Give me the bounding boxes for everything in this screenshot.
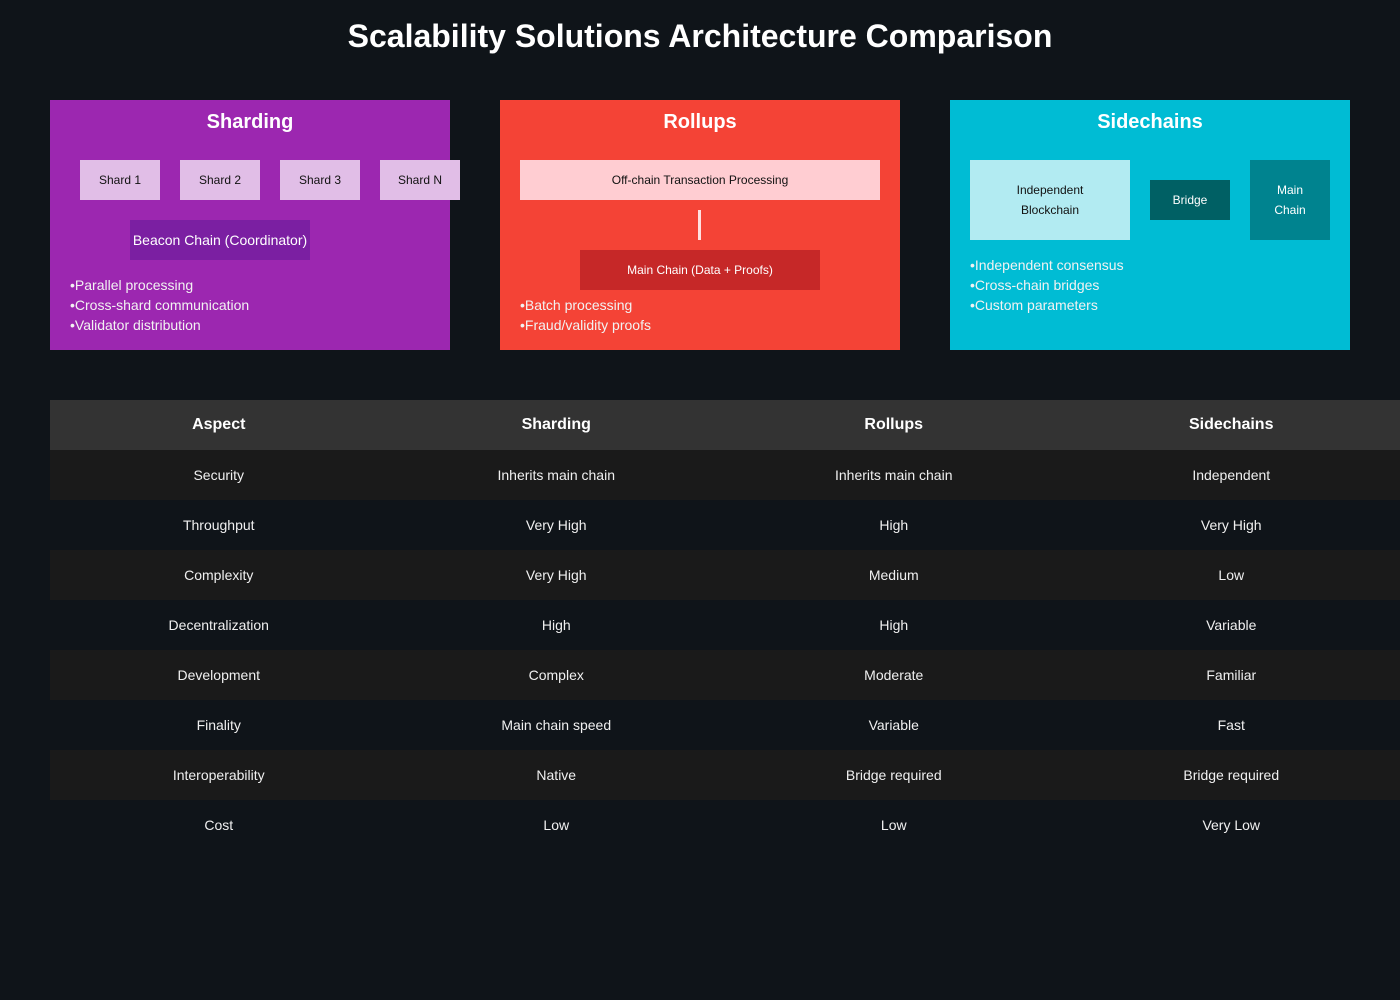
independent-blockchain-box: Independent Blockchain	[970, 160, 1130, 240]
sidechains-title: Sidechains	[1097, 111, 1203, 133]
table-cell: High	[725, 600, 1063, 650]
table-cell: Cost	[50, 800, 388, 850]
box-label-line: Chain	[1274, 203, 1306, 217]
table-cell: Development	[50, 650, 388, 700]
table-row: Complexity Very High Medium Low	[50, 550, 1400, 600]
bullet-item: Validator distribution	[70, 315, 249, 335]
main-chain-box: Main Chain (Data + Proofs)	[580, 250, 820, 290]
bullet-item: Cross-chain bridges	[970, 275, 1124, 295]
table-cell: Fast	[1062, 700, 1400, 750]
table-cell: Inherits main chain	[725, 450, 1063, 500]
rollups-title: Rollups	[663, 111, 737, 133]
column-header: Rollups	[725, 400, 1063, 450]
table-cell: Moderate	[725, 650, 1063, 700]
page-title: Scalability Solutions Architecture Compa…	[347, 18, 1053, 54]
box-label-line: Blockchain	[1020, 203, 1080, 217]
bullet-item: Parallel processing	[70, 275, 249, 295]
shard-box: Shard N	[380, 160, 460, 200]
table-cell: Very High	[387, 550, 725, 600]
table-cell: Complexity	[50, 550, 388, 600]
table-cell: Independent	[1062, 450, 1400, 500]
table-cell: Native	[387, 750, 725, 800]
box-label-line: Independent	[1016, 183, 1084, 197]
shard-box: Shard 1	[80, 160, 160, 200]
sidechains-bullets: Independent consensus Cross-chain bridge…	[970, 255, 1124, 315]
connector-line	[698, 210, 701, 240]
comparison-table: Aspect Sharding Rollups Sidechains Secur…	[50, 400, 1400, 850]
bullet-item: Custom parameters	[970, 295, 1124, 315]
table-cell: Very Low	[1062, 800, 1400, 850]
bullet-item: Fraud/validity proofs	[520, 315, 651, 335]
table-row: Throughput Very High High Very High	[50, 500, 1400, 550]
table-cell: Low	[387, 800, 725, 850]
table-cell: Inherits main chain	[387, 450, 725, 500]
table-cell: Familiar	[1062, 650, 1400, 700]
bridge-box: Bridge	[1150, 180, 1230, 220]
table-cell: Interoperability	[50, 750, 388, 800]
table-cell: Very High	[387, 500, 725, 550]
column-header: Aspect	[50, 400, 388, 450]
box-label-line: Main	[1276, 183, 1303, 197]
table-cell: Low	[1062, 550, 1400, 600]
table-cell: Bridge required	[1062, 750, 1400, 800]
bullet-item: Cross-shard communication	[70, 295, 249, 315]
table-cell: Throughput	[50, 500, 388, 550]
table-header-row: Aspect Sharding Rollups Sidechains	[50, 400, 1400, 450]
table-cell: Complex	[387, 650, 725, 700]
table-cell: Finality	[50, 700, 388, 750]
rollups-bullets: Batch processing Fraud/validity proofs	[520, 295, 651, 335]
table-row: Development Complex Moderate Familiar	[50, 650, 1400, 700]
table-cell: Main chain speed	[387, 700, 725, 750]
sharding-bullets: Parallel processing Cross-shard communic…	[70, 275, 249, 335]
table-cell: High	[387, 600, 725, 650]
column-header: Sharding	[387, 400, 725, 450]
table-cell: Decentralization	[50, 600, 388, 650]
table-row: Security Inherits main chain Inherits ma…	[50, 450, 1400, 500]
bullet-item: Batch processing	[520, 295, 651, 315]
table-cell: Bridge required	[725, 750, 1063, 800]
table-cell: Security	[50, 450, 388, 500]
shard-box: Shard 3	[280, 160, 360, 200]
shard-box: Shard 2	[180, 160, 260, 200]
column-header: Sidechains	[1062, 400, 1400, 450]
table-cell: Very High	[1062, 500, 1400, 550]
table-cell: Variable	[1062, 600, 1400, 650]
table-cell: Variable	[725, 700, 1063, 750]
offchain-processing-box: Off-chain Transaction Processing	[520, 160, 880, 200]
bullet-item: Independent consensus	[970, 255, 1124, 275]
table-row: Finality Main chain speed Variable Fast	[50, 700, 1400, 750]
rollups-panel: Rollups Off-chain Transaction Processing…	[500, 100, 900, 350]
sidechains-panel: Sidechains Independent Blockchain Bridge…	[950, 100, 1350, 350]
main-chain-box: Main Chain	[1250, 160, 1330, 240]
table-row: Cost Low Low Very Low	[50, 800, 1400, 850]
sharding-title: Sharding	[206, 111, 294, 133]
table-row: Interoperability Native Bridge required …	[50, 750, 1400, 800]
table-cell: Medium	[725, 550, 1063, 600]
table-cell: Low	[725, 800, 1063, 850]
table-cell: High	[725, 500, 1063, 550]
sharding-panel: Sharding Shard 1 Shard 2 Shard 3 Shard N…	[50, 100, 460, 350]
beacon-chain-box: Beacon Chain (Coordinator)	[130, 220, 310, 260]
table-row: Decentralization High High Variable	[50, 600, 1400, 650]
